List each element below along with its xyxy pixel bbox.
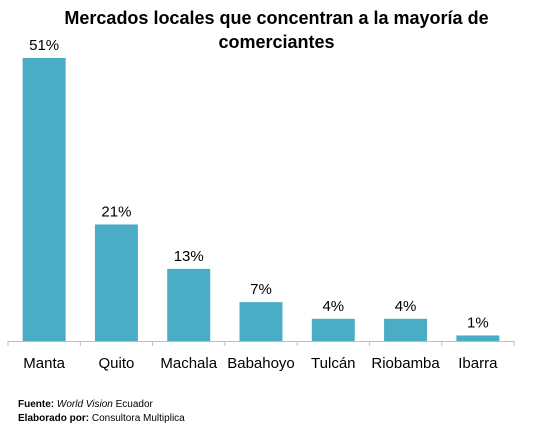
- source-text: Ecuador: [112, 399, 153, 410]
- bar-1: [94, 224, 138, 341]
- data-label-4: 4%: [322, 298, 344, 315]
- chart-title-line2: comerciantes: [218, 32, 335, 52]
- bar-3: [239, 302, 283, 341]
- prepared-label: Elaborado por:: [18, 413, 90, 424]
- prepared-text: Consultora Multiplica: [89, 413, 185, 424]
- x-tick-label-5: Riobamba: [371, 355, 440, 372]
- x-tick-label-1: Quito: [98, 355, 134, 372]
- data-label-1: 21%: [101, 203, 131, 220]
- data-label-3: 7%: [250, 281, 272, 298]
- bar-2: [167, 268, 211, 341]
- data-label-2: 13%: [174, 248, 204, 265]
- bar-0: [22, 58, 66, 341]
- bar-4: [311, 318, 355, 341]
- chart-title: Mercados locales que concentran a la may…: [0, 6, 553, 54]
- x-tick-label-2: Machala: [160, 355, 217, 372]
- x-tick-label-0: Manta: [23, 355, 65, 372]
- x-tick-label-6: Ibarra: [458, 355, 498, 372]
- source-italic: World Vision: [56, 399, 113, 410]
- data-label-5: 4%: [395, 298, 417, 315]
- x-tick-label-4: Tulcán: [311, 355, 355, 372]
- prepared-line: Elaborado por: Consultora Multiplica: [18, 412, 185, 426]
- chart-source-notes: Fuente: World Vision Ecuador Elaborado p…: [18, 398, 185, 426]
- chart-title-line1: Mercados locales que concentran a la may…: [64, 8, 489, 28]
- bar-6: [456, 335, 500, 341]
- bar-5: [384, 318, 428, 341]
- data-label-0: 51%: [29, 37, 59, 54]
- x-tick-label-3: Babahoyo: [227, 355, 295, 372]
- source-line: Fuente: World Vision Ecuador: [18, 398, 185, 412]
- data-label-6: 1%: [467, 314, 489, 331]
- source-label: Fuente:: [18, 399, 55, 410]
